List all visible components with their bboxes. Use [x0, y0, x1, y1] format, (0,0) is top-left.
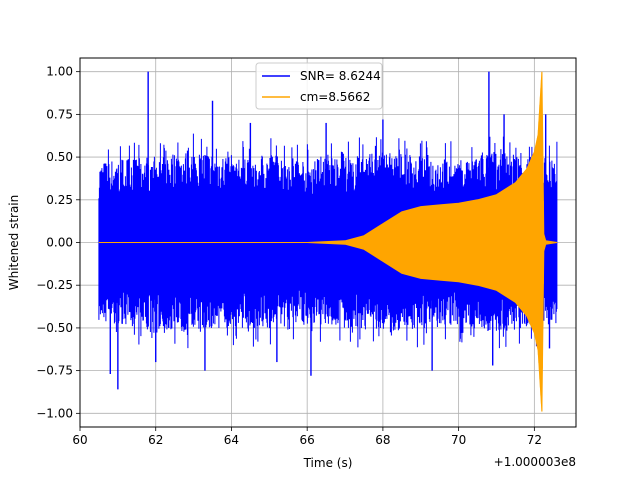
x-tick-label: 60: [72, 433, 87, 447]
y-tick-label: −1.00: [36, 406, 73, 420]
y-tick-label: −0.50: [36, 321, 73, 335]
legend: SNR= 8.6244 cm=8.5662: [255, 62, 383, 110]
y-tick-label: 0.25: [46, 193, 73, 207]
x-tick-label: 62: [148, 433, 163, 447]
series-layer: [98, 71, 558, 412]
y-axis: −1.00 −0.75 −0.50 −0.25 0.00 0.25 0.50 0.75 1.00: [36, 65, 80, 420]
x-axis: 60 62 64 66 68 70 72: [72, 427, 542, 447]
y-tick-label: 1.00: [46, 65, 73, 79]
x-tick-label: 72: [527, 433, 542, 447]
y-tick-label: 0.75: [46, 107, 73, 121]
series-envelope: [98, 71, 558, 412]
y-axis-label: Whitened strain: [7, 195, 21, 291]
legend-label: SNR= 8.6244: [300, 69, 381, 83]
x-axis-offset-label: +1.000003e8: [494, 455, 576, 469]
x-tick-label: 64: [224, 433, 239, 447]
x-tick-label: 66: [300, 433, 315, 447]
y-tick-label: 0.00: [46, 236, 73, 250]
x-tick-label: 70: [451, 433, 466, 447]
series-cm: [98, 71, 558, 412]
x-axis-label: Time (s): [303, 456, 353, 470]
y-tick-label: 0.50: [46, 150, 73, 164]
legend-label: cm=8.5662: [300, 90, 370, 104]
x-tick-label: 68: [375, 433, 390, 447]
y-tick-label: −0.75: [36, 364, 73, 378]
y-tick-label: −0.25: [36, 278, 73, 292]
